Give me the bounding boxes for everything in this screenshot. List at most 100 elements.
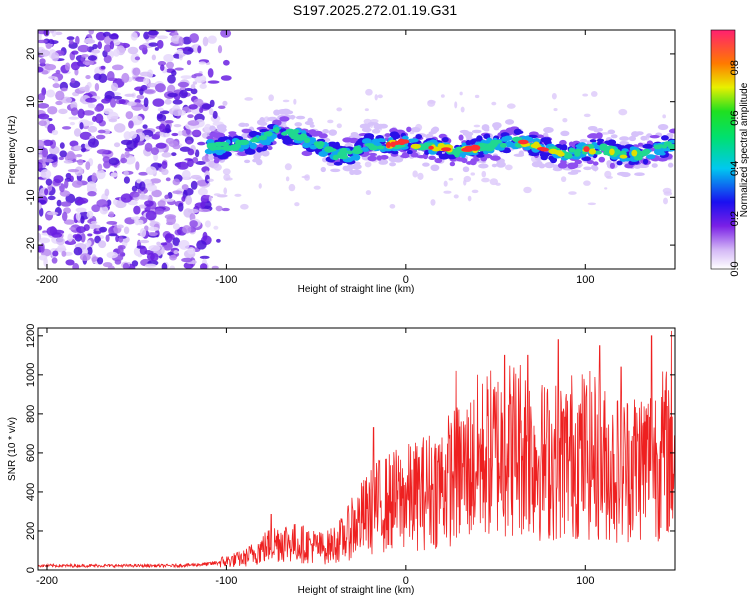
spectrogram-x-tick-label: -200 xyxy=(36,274,58,286)
noise-blob xyxy=(91,172,98,183)
noise-blob xyxy=(38,237,51,244)
signal-blob xyxy=(295,115,306,120)
signal-blob xyxy=(491,163,498,168)
signal-blob xyxy=(568,148,576,153)
snr-y-tick-label: 400 xyxy=(25,483,37,501)
signal-blob xyxy=(377,138,385,142)
noise-blob xyxy=(173,249,179,255)
noise-blob xyxy=(171,70,177,77)
noise-blob xyxy=(132,67,141,76)
colorbar-tick-label: 0.2 xyxy=(729,211,741,226)
noise-blob xyxy=(54,76,59,84)
noise-blob xyxy=(90,220,98,225)
signal-blob xyxy=(206,135,214,140)
signal-blob xyxy=(661,135,669,141)
signal-blob xyxy=(384,133,391,138)
noise-blob xyxy=(165,177,171,182)
noise-blob xyxy=(94,235,101,244)
noise-blob xyxy=(59,142,65,149)
noise-blob xyxy=(185,195,192,206)
noise-blob xyxy=(172,108,183,117)
noise-blob xyxy=(157,163,163,168)
signal-blob xyxy=(549,156,558,164)
noise-blob xyxy=(143,97,149,108)
noise-blob xyxy=(38,31,42,41)
noise-blob xyxy=(194,149,200,158)
noise-blob xyxy=(49,30,55,34)
noise-blob xyxy=(161,152,172,158)
signal-blob xyxy=(571,162,579,169)
noise-blob xyxy=(134,56,141,61)
noise-blob xyxy=(587,202,597,206)
noise-blob xyxy=(172,223,180,230)
noise-blob xyxy=(108,157,120,166)
noise-blob xyxy=(95,134,106,140)
noise-blob xyxy=(167,74,176,84)
noise-blob xyxy=(59,150,68,158)
noise-blob xyxy=(52,83,61,89)
noise-blob xyxy=(42,139,54,146)
noise-blob xyxy=(139,181,146,192)
noise-blob xyxy=(169,254,177,261)
noise-blob xyxy=(38,202,42,211)
noise-blob xyxy=(146,184,157,192)
noise-blob xyxy=(120,193,133,203)
noise-blob xyxy=(207,80,220,84)
noise-blob xyxy=(44,63,57,71)
spectrogram-y-tick-label: 20 xyxy=(25,48,37,60)
noise-blob xyxy=(225,177,233,181)
signal-blob xyxy=(640,135,648,141)
signal-blob xyxy=(559,145,566,149)
noise-blob xyxy=(109,98,116,108)
noise-blob xyxy=(91,49,101,54)
noise-blob xyxy=(491,101,497,106)
signal-blob xyxy=(338,154,349,160)
signal-blob xyxy=(589,139,597,143)
noise-blob xyxy=(244,97,254,101)
spectrogram-y-tick-label: -10 xyxy=(25,189,37,205)
signal-blob xyxy=(460,151,466,159)
signal-blob xyxy=(540,155,548,161)
signal-blob xyxy=(619,154,628,159)
noise-blob xyxy=(427,100,436,104)
signal-blob xyxy=(476,135,483,143)
noise-blob xyxy=(120,157,128,164)
noise-blob xyxy=(38,93,46,101)
noise-blob xyxy=(108,118,118,123)
noise-blob xyxy=(61,250,67,257)
signal-blob xyxy=(517,139,529,145)
noise-blob xyxy=(144,142,153,152)
noise-blob xyxy=(139,239,150,244)
noise-blob xyxy=(189,220,198,228)
noise-blob xyxy=(43,30,50,37)
noise-blob xyxy=(159,123,166,133)
signal-blob xyxy=(274,126,280,134)
signal-blob xyxy=(350,132,359,137)
noise-blob xyxy=(69,227,76,231)
noise-blob xyxy=(64,62,71,71)
noise-blob xyxy=(129,191,140,198)
noise-blob xyxy=(66,150,75,161)
noise-blob xyxy=(268,94,274,102)
signal-blob xyxy=(493,126,500,131)
noise-blob xyxy=(85,97,97,103)
noise-blob xyxy=(223,187,228,195)
noise-blob xyxy=(87,233,93,237)
signal-blob xyxy=(465,133,472,139)
signal-blob xyxy=(609,162,616,169)
noise-blob xyxy=(154,208,165,215)
noise-blob xyxy=(181,169,191,180)
signal-blob xyxy=(667,143,675,150)
noise-blob xyxy=(98,240,107,249)
noise-blob xyxy=(87,125,98,133)
noise-blob xyxy=(93,230,102,235)
signal-blob xyxy=(327,141,338,147)
noise-blob xyxy=(149,178,162,184)
noise-blob xyxy=(139,88,144,96)
noise-blob xyxy=(97,41,103,50)
noise-blob xyxy=(95,113,104,124)
signal-blob xyxy=(213,158,220,164)
signal-blob xyxy=(371,128,381,134)
noise-blob xyxy=(217,45,223,54)
signal-blob xyxy=(458,134,464,141)
